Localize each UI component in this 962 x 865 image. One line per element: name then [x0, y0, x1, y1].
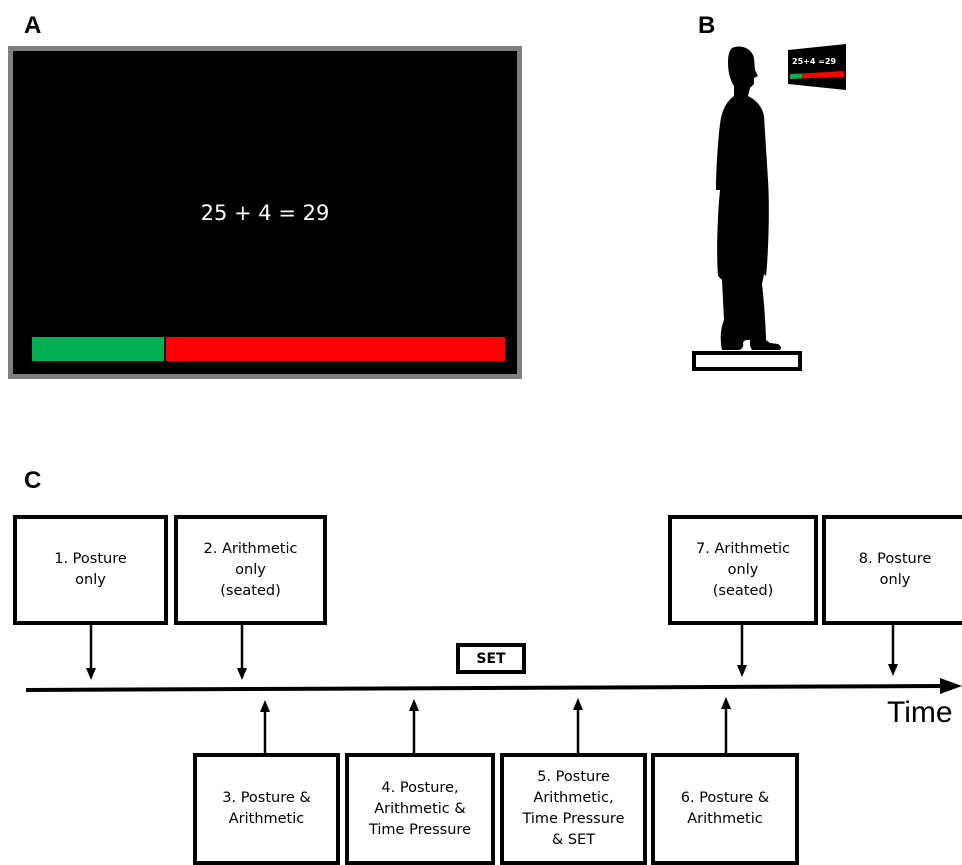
set-marker: SET [456, 643, 526, 674]
time-bar-elapsed [32, 337, 165, 361]
panel-label-c: C [24, 467, 42, 494]
force-platform [692, 351, 802, 371]
condition-box-5: 5. Posture Arithmetic, Time Pressure & S… [500, 753, 647, 865]
up-arrows [260, 697, 731, 753]
time-bar-remaining [166, 337, 505, 361]
condition-box-4: 4. Posture, Arithmetic & Time Pressure [345, 753, 495, 865]
condition-box-6: 6. Posture & Arithmetic [651, 753, 799, 865]
condition-box-7: 7. Arithmetic only (seated) [668, 515, 818, 625]
condition-box-3: 3. Posture & Arithmetic [193, 753, 340, 865]
time-pressure-bar [32, 337, 505, 361]
standing-person-icon [716, 46, 781, 350]
mini-equation: 25+4 =29 [792, 57, 836, 66]
time-axis-label: Time [887, 696, 953, 729]
condition-box-1: 1. Posture only [13, 515, 168, 625]
time-axis [25, 684, 941, 692]
arithmetic-display: 25 + 4 = 29 [8, 46, 522, 379]
condition-box-2: 2. Arithmetic only (seated) [174, 515, 327, 625]
panel-label-b: B [698, 12, 716, 39]
panel-label-a: A [24, 12, 42, 39]
time-axis-arrowhead [940, 678, 962, 694]
condition-box-8: 8. Posture only [822, 515, 962, 625]
mini-display-icon: 25+4 =29 [788, 44, 846, 90]
arithmetic-equation: 25 + 4 = 29 [200, 201, 330, 225]
